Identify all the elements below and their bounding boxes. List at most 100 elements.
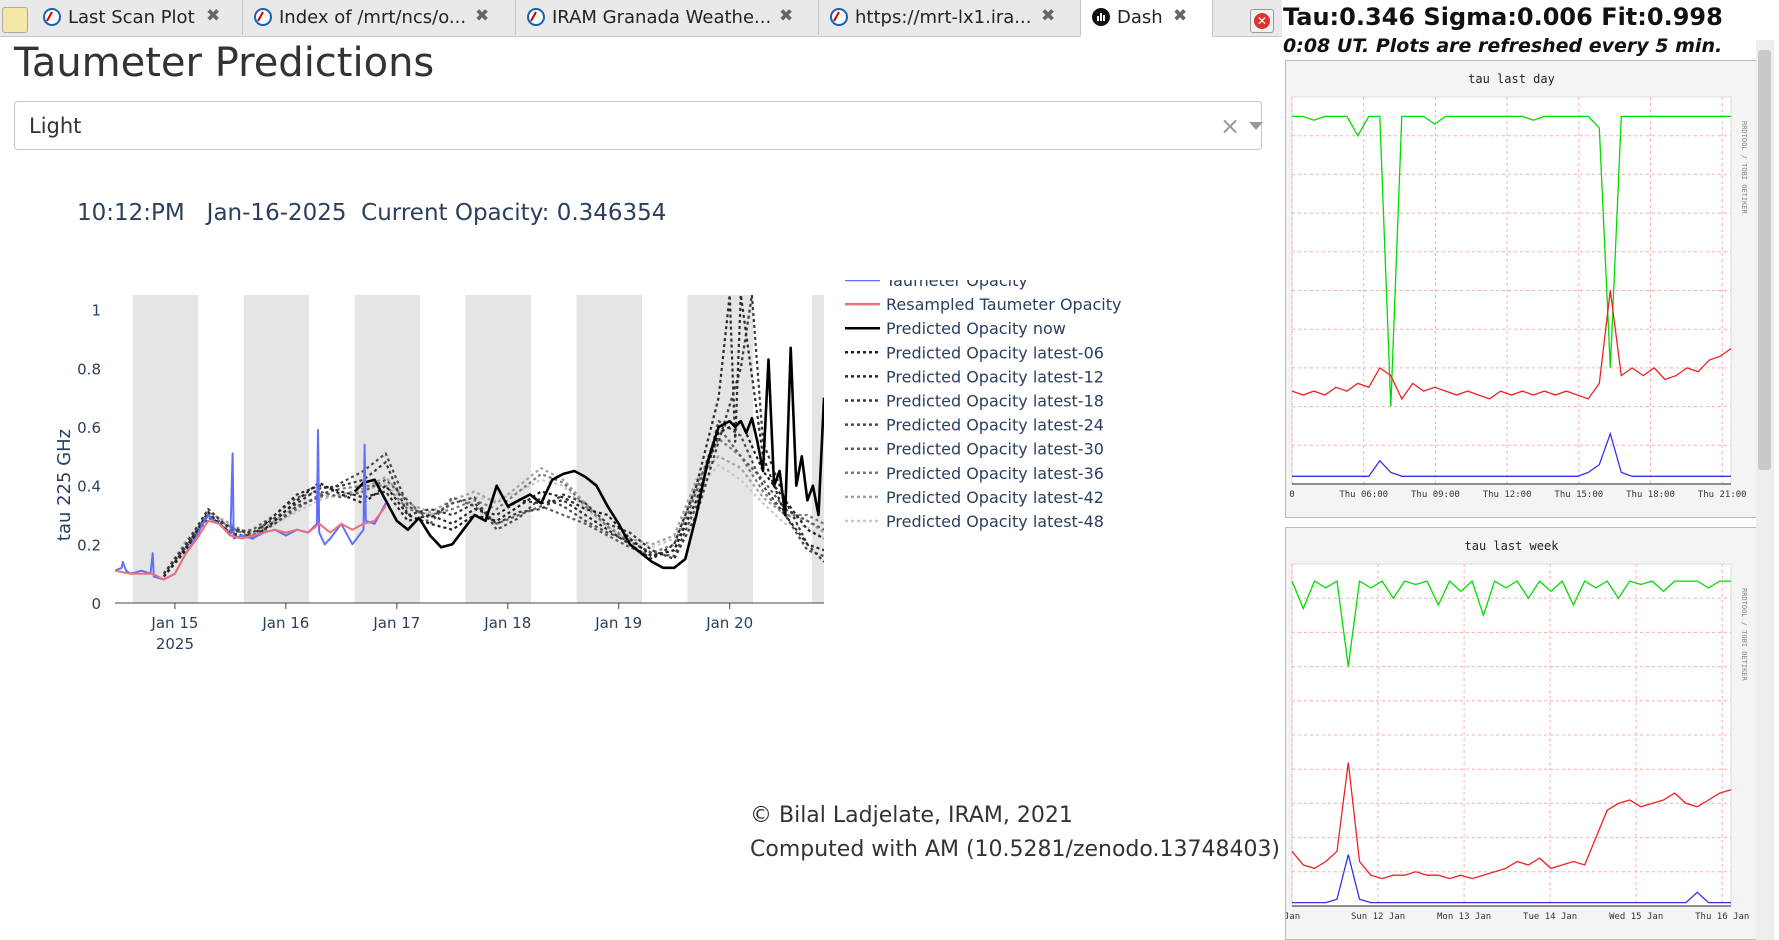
tab-close-icon[interactable]: ✖ [475, 6, 490, 26]
tau-last-week-graph: Jan Sun 12 Jan Mon 13 Jan Tue 14 Jan Wed 15 … [1285, 527, 1758, 940]
close-window-button[interactable]: ✕ [1250, 9, 1274, 33]
graph-x-label: Thu 21:00 [1698, 490, 1747, 500]
legend-label: Predicted Opacity now [886, 319, 1066, 338]
tab-last-scan-plot[interactable]: Last Scan Plot ✖ [32, 0, 243, 35]
dash-favicon-icon [1092, 8, 1110, 26]
y-tick-label: 0.4 [77, 478, 101, 496]
night-band [687, 295, 753, 603]
clear-icon[interactable]: × [1220, 112, 1241, 140]
refresh-note: 0:08 UT. Plots are refreshed every 5 min… [1283, 35, 1723, 57]
iram-favicon-icon [43, 8, 61, 26]
night-bands [132, 295, 824, 603]
x-tick-label: Jan 20 [705, 614, 753, 632]
graph-x-label: Thu 15:00 [1554, 490, 1603, 500]
legend-label: Predicted Opacity latest-24 [886, 416, 1104, 435]
y-axis-title: tau 225 GHz [54, 429, 75, 541]
iram-favicon-icon [527, 8, 545, 26]
tab-label: IRAM Granada Weathe... [552, 7, 772, 28]
graph-x-label: Thu 06:00 [1339, 490, 1388, 500]
x-tick-label: Jan 18 [483, 614, 531, 632]
x-axis: Jan 15 2025 Jan 16 Jan 17 Jan 18 Jan 19 Jan 20 [150, 603, 753, 653]
legend-label: Predicted Opacity latest-36 [886, 464, 1104, 483]
graph-x-label: Mon 13 Jan [1437, 912, 1491, 922]
graph-series [1291, 579, 1731, 667]
graph-title: tau last day [1468, 72, 1555, 86]
x-tick-label: Jan 15 [150, 614, 198, 632]
tab-label: Last Scan Plot [68, 7, 195, 28]
legend-label: Predicted Opacity latest-06 [886, 343, 1104, 362]
graph-series [1292, 431, 1731, 477]
x-tick-label: Jan 19 [594, 614, 642, 632]
tab-close-icon[interactable]: ✖ [1041, 6, 1056, 26]
graph-x-label: Thu 12:00 [1483, 490, 1532, 500]
graph-x-label: 0 [1289, 490, 1294, 500]
graph-series [1291, 290, 1732, 401]
tau-last-day-graph: 0 Thu 06:00 Thu 09:00 Thu 12:00 Thu 15:00 Thu… [1285, 60, 1758, 518]
graph-x-label: Sun 12 Jan [1351, 912, 1405, 922]
series-line [162, 420, 824, 575]
graph-x-label: Jan [1285, 912, 1300, 922]
graph-series [1291, 762, 1732, 880]
tab-iram-granada-weather[interactable]: IRAM Granada Weathe... ✖ [516, 0, 819, 35]
graph-series [1292, 854, 1731, 904]
tab-label: Index of /mrt/ncs/o... [279, 7, 467, 28]
tab-dash[interactable]: Dash ✖ [1081, 0, 1213, 37]
series-line [162, 295, 824, 575]
new-tab-icon[interactable] [2, 7, 28, 33]
graph-x-label: Thu 16 Jan [1695, 912, 1749, 922]
footer-computed-with: Computed with AM (10.5281/zenodo.1374840… [750, 837, 1281, 862]
graph-x-label: Thu 09:00 [1411, 490, 1460, 500]
series-line [162, 420, 824, 578]
tau-summary: Tau:0.346 Sigma:0.006 Fit:0.998 [1283, 3, 1723, 31]
footer-credit: © Bilal Ladjelate, IRAM, 2021 [750, 803, 1073, 828]
series-line [162, 455, 824, 575]
series-line [162, 464, 824, 575]
graph-x-label: Wed 15 Jan [1609, 912, 1663, 922]
legend-label: Predicted Opacity latest-18 [886, 392, 1104, 411]
graph-x-label: Thu 18:00 [1626, 490, 1675, 500]
x-tick-label: Jan 17 [372, 614, 420, 632]
legend-label: Predicted Opacity latest-30 [886, 440, 1104, 459]
chevron-down-icon[interactable] [1249, 122, 1263, 130]
iram-favicon-icon [830, 8, 848, 26]
y-tick-label: 0.8 [77, 360, 101, 378]
close-icon: ✕ [1254, 13, 1270, 29]
night-band [465, 295, 532, 603]
tab-label: Dash [1117, 7, 1163, 28]
night-band [576, 295, 643, 603]
tab-label: https://mrt-lx1.ira... [855, 7, 1032, 28]
chart-legend: Taumeter Opacity Resampled Taumeter Opaci… [845, 280, 1121, 531]
page-title: Taumeter Predictions [14, 40, 435, 86]
x-tick-sublabel: 2025 [156, 635, 194, 653]
series-line [115, 428, 387, 581]
tab-close-icon[interactable]: ✖ [206, 6, 221, 26]
graph-watermark: RRDTOOL / TOBI OETIKER [1740, 588, 1748, 682]
tab-mrt-lx1[interactable]: https://mrt-lx1.ira... ✖ [819, 0, 1081, 35]
scrollbar-thumb[interactable] [1758, 50, 1771, 470]
current-opacity-status: 10:12:PM Jan-16-2025 Current Opacity: 0.… [77, 200, 667, 226]
x-tick-label: Jan 16 [261, 614, 309, 632]
tab-close-icon[interactable]: ✖ [779, 6, 794, 26]
scrollbar[interactable] [1756, 40, 1774, 940]
legend-label: Predicted Opacity latest-48 [886, 512, 1104, 531]
night-band [243, 295, 310, 603]
night-band [132, 295, 199, 603]
night-band [811, 295, 824, 603]
legend-label: Taumeter Opacity [885, 280, 1028, 290]
graph-watermark: RRDTOOL / TOBI OETIKER [1740, 121, 1748, 215]
iram-favicon-icon [254, 8, 272, 26]
y-tick-label: 0.6 [77, 419, 101, 437]
browser-tab-bar: Last Scan Plot ✖ Index of /mrt/ncs/o... … [0, 0, 1282, 37]
tab-index-mrt-ncs[interactable]: Index of /mrt/ncs/o... ✖ [243, 0, 516, 35]
graph-x-label: Tue 14 Jan [1523, 912, 1577, 922]
dropdown-value: Light [29, 114, 82, 138]
graph-title: tau last week [1465, 539, 1560, 553]
tab-close-icon[interactable]: ✖ [1173, 6, 1188, 26]
y-axis: 0 0.2 0.4 0.6 0.8 1 [77, 302, 824, 613]
mode-dropdown[interactable]: Light × [14, 101, 1263, 150]
y-tick-label: 0 [91, 595, 101, 613]
series-line [115, 505, 387, 581]
legend-label: Predicted Opacity latest-42 [886, 488, 1104, 507]
y-tick-label: 1 [91, 302, 101, 320]
